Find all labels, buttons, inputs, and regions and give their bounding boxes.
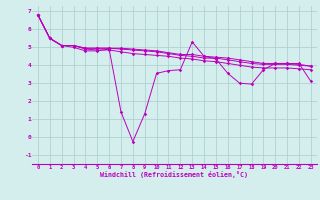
X-axis label: Windchill (Refroidissement éolien,°C): Windchill (Refroidissement éolien,°C) (100, 171, 248, 178)
